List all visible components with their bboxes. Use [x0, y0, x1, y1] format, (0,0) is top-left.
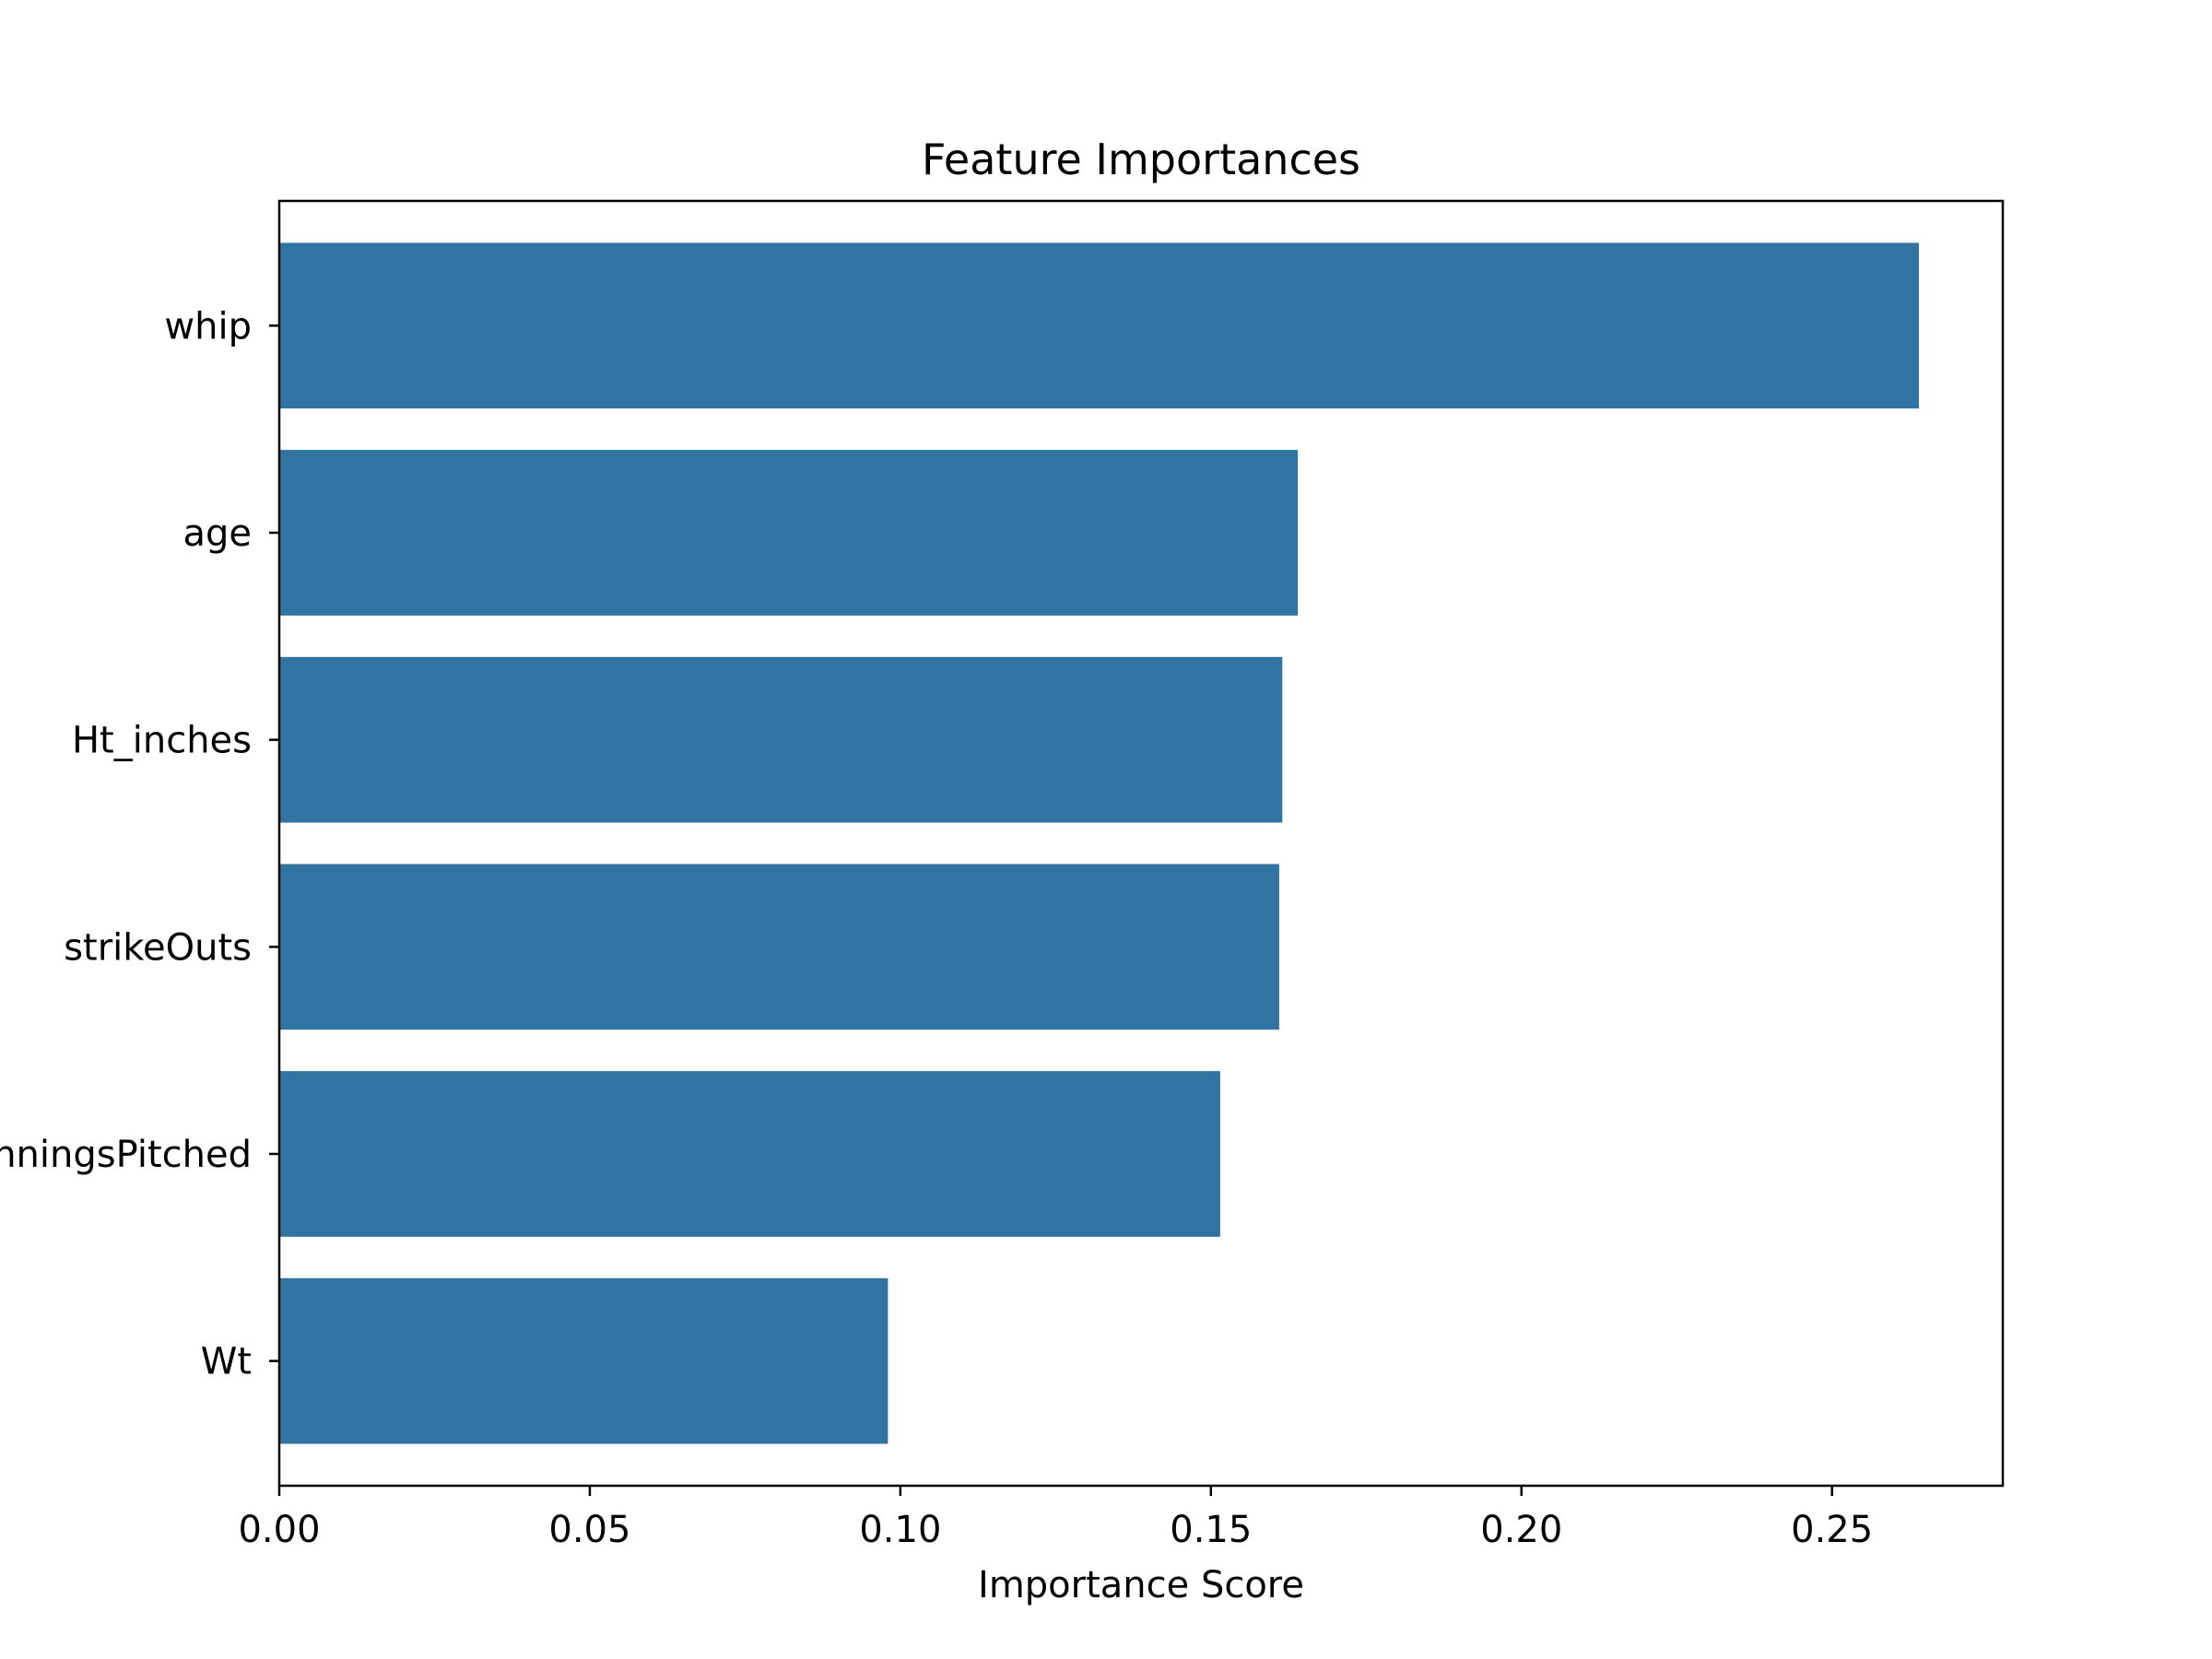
y-axis-ticks: whip age Ht_inches strikeOuts inningsPitched…: [0, 305, 279, 1383]
y-tick-label: Ht_inches: [72, 720, 252, 762]
y-tick-label: inningsPitched: [0, 1134, 252, 1176]
x-tick-label: 0.15: [1170, 1509, 1252, 1551]
bar-Ht_inches: [279, 656, 1283, 823]
bar-Wt: [279, 1277, 888, 1444]
bars-layer: [279, 242, 1920, 1444]
bar-whip: [279, 242, 1920, 409]
x-axis-ticks: 0.00 0.05 0.10 0.15 0.20 0.25: [238, 1486, 1873, 1551]
y-tick-label: age: [182, 512, 252, 555]
x-axis-label: Importance Score: [978, 1564, 1304, 1606]
chart-title: Feature Importances: [922, 135, 1360, 184]
x-tick-label: 0.25: [1791, 1509, 1873, 1551]
x-tick-label: 0.20: [1480, 1509, 1562, 1551]
plot-frame: [277, 199, 2005, 1488]
y-tick-label: strikeOuts: [64, 926, 252, 969]
y-tick-label: whip: [164, 305, 252, 347]
x-tick-label: 0.00: [238, 1509, 320, 1551]
x-tick-label: 0.05: [548, 1509, 630, 1551]
bar-age: [279, 450, 1299, 616]
x-tick-label: 0.10: [859, 1509, 941, 1551]
bar-inningsPitched: [279, 1071, 1220, 1237]
bar-strikeOuts: [279, 864, 1279, 1030]
y-tick-label: Wt: [201, 1341, 252, 1383]
